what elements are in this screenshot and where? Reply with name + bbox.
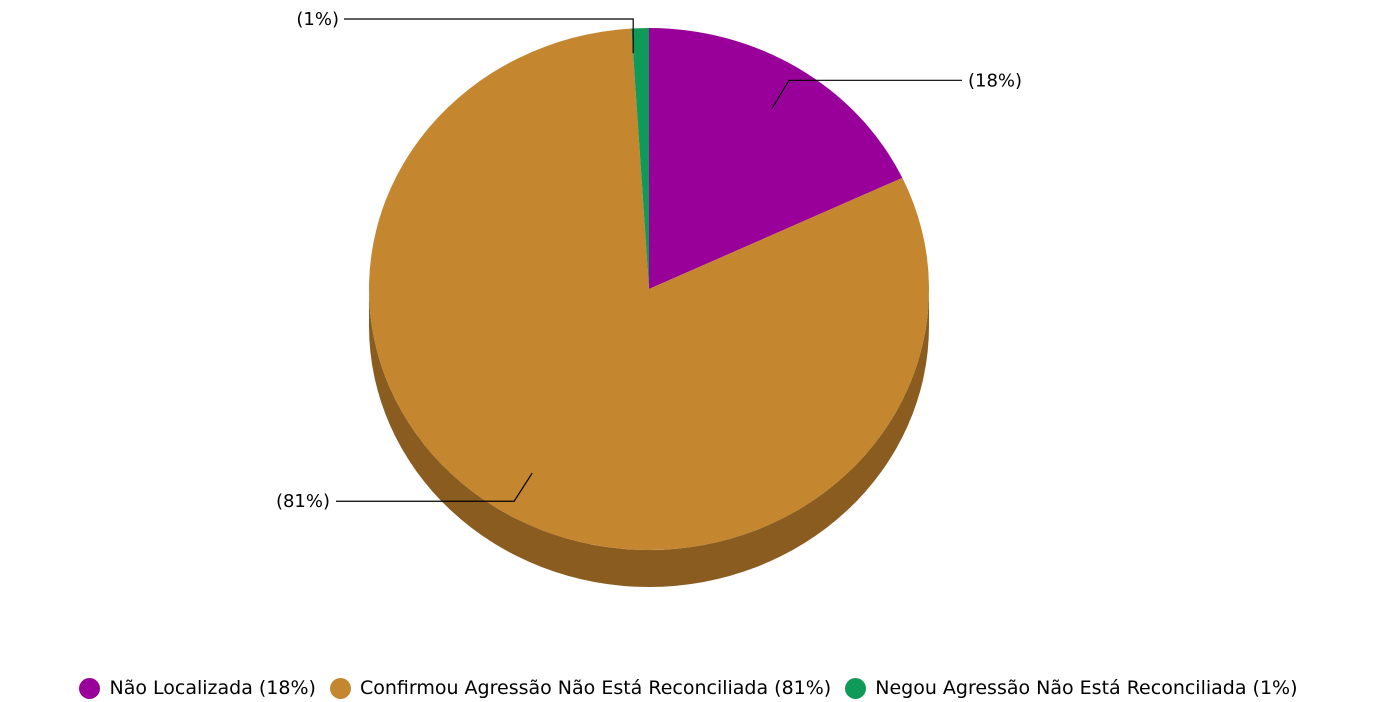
leader-line-confirmou-agressao-nao-esta-reconciliada	[336, 472, 533, 502]
data-label-nao-localizada: (18%)	[968, 70, 1022, 91]
slice-negou-agressao-nao-esta-reconciliada[interactable]	[631, 28, 649, 289]
pie-label-layer: (18%) (81%) (1%)	[276, 9, 1022, 512]
legend-item-confirmou-agressao-nao-esta-reconciliada[interactable]: Confirmou Agressão Não Está Reconciliada…	[329, 677, 832, 699]
pie-chart: (18%) (81%) (1%)	[276, 9, 1022, 587]
legend-marker-icon	[329, 677, 351, 699]
data-label-confirmou-agressao-nao-esta-reconciliada: (81%)	[276, 491, 330, 512]
leader-line-negou-agressao-nao-esta-reconciliada	[344, 18, 634, 54]
pie-top-layer	[369, 28, 930, 551]
legend-label: Não Localizada (18%)	[109, 677, 316, 699]
legend-label: Confirmou Agressão Não Está Reconciliada…	[359, 677, 832, 699]
legend: Não Localizada (18%) Confirmou Agressão N…	[0, 674, 1377, 702]
slice-nao-localizada[interactable]	[649, 28, 903, 289]
legend-marker-icon	[845, 677, 867, 699]
legend-marker-icon	[79, 677, 101, 699]
legend-item-negou-agressao-nao-esta-reconciliada[interactable]: Negou Agressão Não Está Reconciliada (1%…	[845, 677, 1298, 699]
legend-item-nao-localizada[interactable]: Não Localizada (18%)	[79, 677, 316, 699]
slice-confirmou-agressao-nao-esta-reconciliada[interactable]	[369, 28, 930, 551]
data-label-negou-agressao-nao-esta-reconciliada: (1%)	[296, 9, 339, 30]
leader-line-nao-localizada	[771, 79, 962, 109]
legend-label: Negou Agressão Não Está Reconciliada (1%…	[875, 677, 1298, 699]
